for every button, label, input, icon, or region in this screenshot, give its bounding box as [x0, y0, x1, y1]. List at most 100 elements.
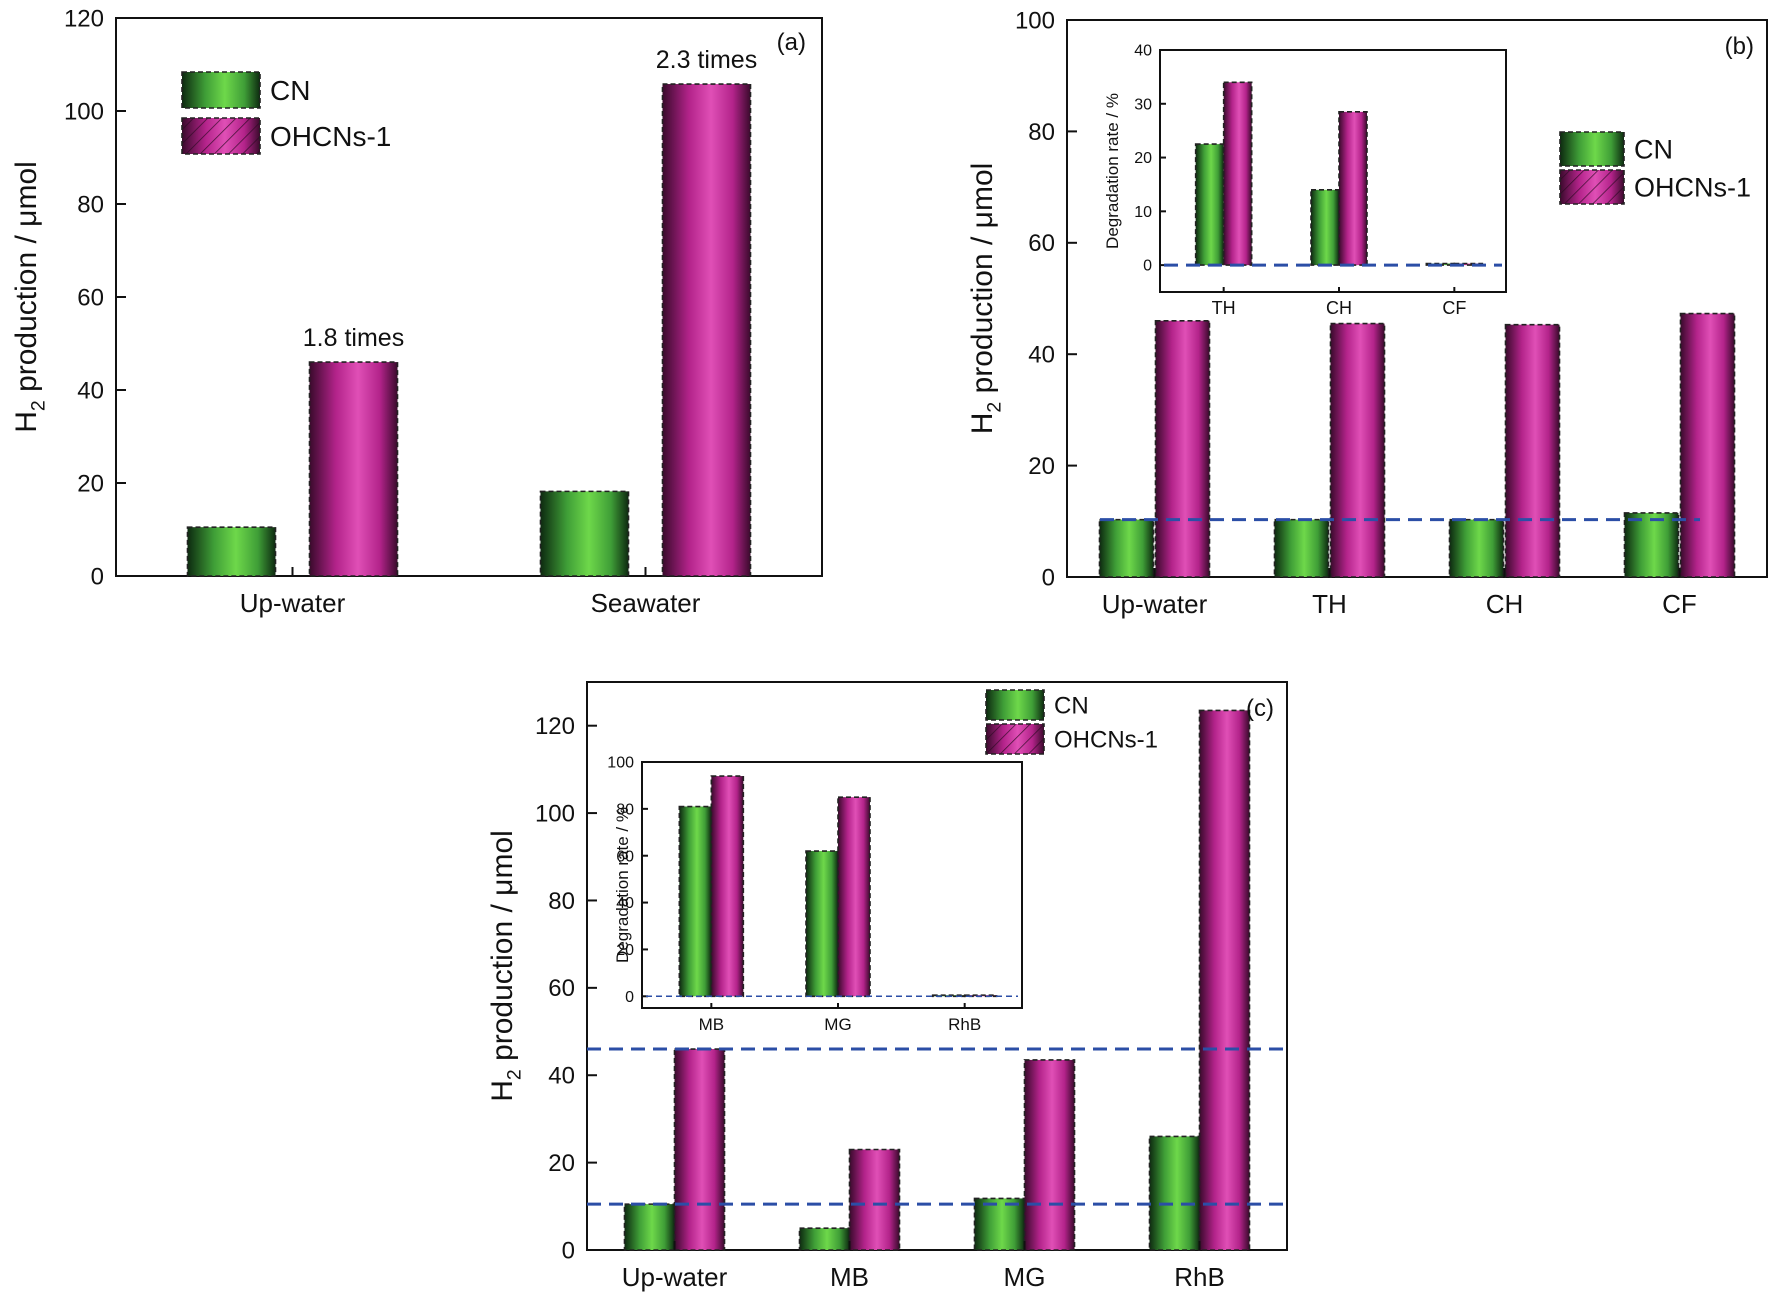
y-tick-label: 100: [1015, 7, 1055, 34]
bar-ohcns-1-mg-edge: [1023, 1059, 1076, 1251]
legend-label: CN: [270, 75, 310, 106]
legend-swatch-cn-edge: [985, 689, 1045, 721]
y-tick-label: 60: [616, 848, 634, 865]
x-tick-label: Up-water: [1102, 589, 1208, 619]
legend-swatch-cn: [181, 71, 261, 109]
bar-ohcns-1-th: [1222, 81, 1253, 266]
bar-ohcns-1-rhb: [1198, 709, 1251, 1251]
bar-ohcns-1-up-water-fill: [674, 1049, 725, 1250]
legend-swatch-cn: [1559, 131, 1625, 167]
x-tick-label: CF: [1662, 589, 1697, 619]
bar-ohcns-1-mb-fill: [711, 776, 744, 997]
plot-frame: [1066, 19, 1768, 578]
x-tick-label: TH: [1212, 298, 1236, 318]
bar-cn-mb-edge: [678, 805, 713, 998]
bar-ohcns-1-mg-fill: [838, 797, 870, 997]
y-axis-label-main: H: [966, 413, 999, 435]
y-tick-label: 60: [1028, 230, 1055, 257]
bar-cn-rhb-fill: [1149, 1136, 1200, 1250]
y-axis-label-rest: production / μmol: [966, 163, 999, 402]
bar-ohcns-1-rhb-fill: [1199, 710, 1250, 1250]
bar-cn-up-water: [1098, 518, 1155, 578]
bar-ohcns-1-seawater-edge: [661, 83, 752, 577]
panel-c: 0 20 40 60 80 100 120 Up-water MB MG RhB: [535, 681, 1288, 1292]
bar-ohcns-1-seawater: [661, 83, 752, 577]
y-tick-label: 80: [616, 801, 634, 818]
y-tick-label: 0: [91, 563, 104, 590]
legend-label: OHCNs-1: [1054, 726, 1158, 753]
bar-ohcns-1-ch: [1504, 323, 1561, 578]
panel-undefined-inset: 0 10 20 30 40 TH CH CF: [1134, 43, 1507, 318]
legend-swatch-cn-edge: [1559, 131, 1625, 167]
legend: CN OHCNs-1: [1559, 131, 1751, 205]
bar-cn-ch-fill: [1311, 189, 1339, 266]
legend-swatch-cn-fill: [182, 72, 260, 108]
bar-ohcns-1-mb: [710, 775, 745, 998]
x-tick-label: CF: [1442, 298, 1466, 318]
panel-a: 0 20 40 60 80 100 120 Up-water Seawater: [64, 5, 823, 618]
legend-label: OHCNs-1: [270, 121, 391, 152]
y-tick-label: 80: [1028, 119, 1055, 146]
bar-cn-cf-edge: [1623, 512, 1680, 578]
legend-swatch-ohcns-1: [181, 117, 261, 155]
y-axis-label-main: H: [486, 1080, 519, 1102]
bar-ohcns-1-up-water-edge: [1154, 319, 1211, 578]
x-tick-label: CH: [1326, 298, 1352, 318]
panel-undefined-inset: 0 20 40 60 80 100 MB MG RhB: [607, 755, 1023, 1034]
plot-frame: [1159, 49, 1507, 293]
y-axis-label: H2 production / μmol: [10, 161, 49, 433]
legend-swatch-cn-fill: [1560, 132, 1624, 166]
bar-cn-th-fill: [1195, 144, 1224, 266]
bar-cn-up-water-edge: [186, 526, 277, 577]
y-tick-label: 0: [1042, 564, 1055, 591]
bar-cn-ch-fill: [1449, 519, 1504, 577]
panel-label-b: (b): [1725, 33, 1754, 60]
bar-cn-mg-fill: [806, 851, 838, 997]
legend-swatch-ohcns-1-edge: [985, 723, 1045, 755]
y-tick-label: 0: [1143, 258, 1152, 275]
bar-ohcns-1-cf: [1679, 312, 1736, 578]
bar-ohcns-1-ch: [1338, 111, 1368, 266]
y-axis-label-sub: 2: [27, 400, 49, 411]
y-tick-label: 60: [548, 975, 575, 1002]
legend-swatch-ohcns-1-edge: [1559, 169, 1625, 205]
bar-cn-up-water-fill: [624, 1204, 675, 1250]
bar-cn-mg-fill: [974, 1198, 1025, 1250]
bar-cn-mg: [805, 850, 839, 998]
y-axis-label: H2 production / μmol: [486, 830, 525, 1102]
annotation-label: 2.3 times: [656, 46, 757, 74]
legend-label: OHCNs-1: [1634, 173, 1751, 203]
y-tick-label: 20: [616, 942, 634, 959]
y-axis-label: H2 production / μmol: [966, 163, 1005, 435]
bar-ohcns-1-th: [1329, 322, 1386, 578]
y-tick-label: 100: [535, 800, 575, 827]
bar-ohcns-1-seawater-fill: [662, 84, 751, 576]
y-tick-label: 20: [1134, 150, 1152, 167]
y-tick-label: 100: [64, 98, 104, 125]
bar-cn-up-water-fill: [187, 527, 276, 576]
x-tick-label: RhB: [948, 1015, 981, 1034]
legend-label: CN: [1634, 135, 1673, 165]
bar-cn-th: [1194, 143, 1225, 266]
bar-ohcns-1-mb: [848, 1148, 901, 1251]
y-tick-label: 100: [607, 755, 634, 772]
legend-swatch-ohcns-1: [1559, 169, 1625, 205]
panel-label-c: (c): [1246, 695, 1274, 722]
inset-y-axis-label: Degradation rate / %: [613, 807, 632, 963]
bar-cn-seawater-fill: [540, 491, 629, 576]
bar-ohcns-1-ch-edge: [1504, 323, 1561, 578]
y-axis-label-rest: production / μmol: [486, 830, 519, 1069]
legend-swatch-ohcns-1-hatch: [1560, 170, 1624, 204]
bar-ohcns-1-up-water-edge: [308, 361, 399, 577]
x-tick-label: MG: [1004, 1262, 1046, 1292]
legend-label: CN: [1054, 692, 1089, 719]
legend-swatch-ohcns-1: [985, 723, 1045, 755]
bar-cn-seawater-edge: [539, 490, 630, 577]
bar-ohcns-1-cf-fill: [1680, 313, 1735, 577]
x-tick-label: MB: [699, 1015, 725, 1034]
y-tick-label: 20: [77, 470, 104, 497]
y-tick-label: 120: [535, 713, 575, 740]
legend-swatch-cn-edge: [181, 71, 261, 109]
bar-ohcns-1-mg: [1023, 1059, 1076, 1251]
bar-cn-up-water: [186, 526, 277, 577]
